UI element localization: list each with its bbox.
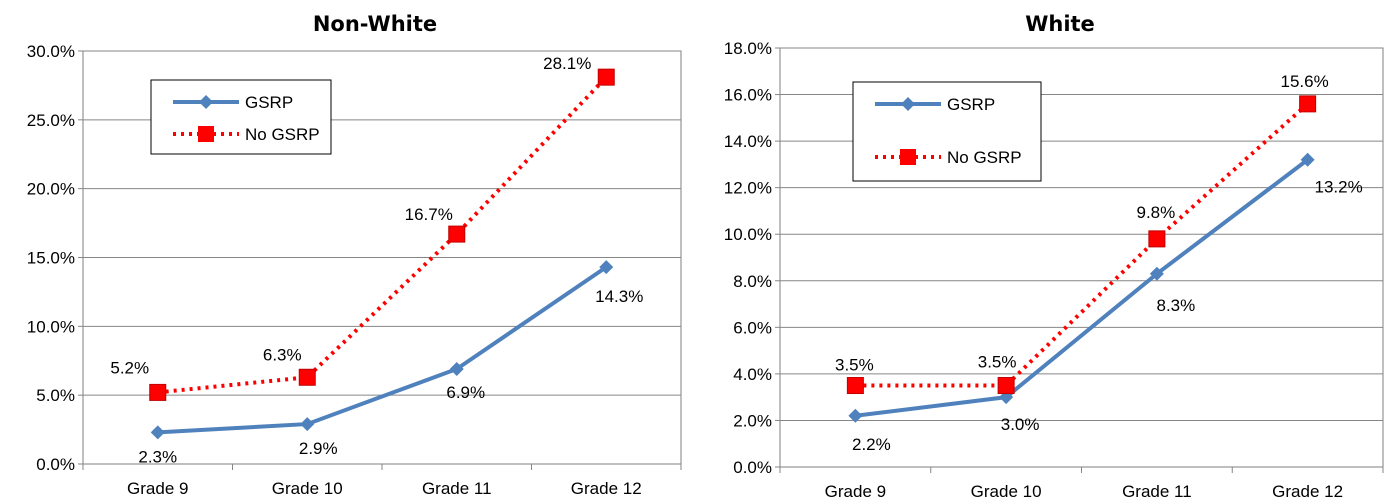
data-label-gsrp: 2.3% [138,447,177,466]
y-tick-label: 10.0% [27,317,75,336]
data-point-gsrp [599,260,614,275]
data-point-no-gsrp [1299,95,1317,113]
data-label-gsrp: 13.2% [1315,178,1363,197]
y-tick-label: 25.0% [27,111,75,130]
chart-non-white: 0.0% 5.0% 10.0% 15.0% 20.0% 25.0% 30.0% Grade 9… [27,42,682,498]
y-tick-label: 30.0% [27,42,75,61]
data-label-gsrp: 3.0% [1001,415,1040,434]
chart-title-white: White [1025,12,1095,36]
legend-label-gsrp: GSRP [245,93,293,112]
series-line-gsrp [855,158,1309,418]
y-tick-label: 8.0% [733,272,772,291]
data-label-no-gsrp: 6.3% [263,345,302,364]
data-point-no-gsrp [846,377,864,395]
x-tick-label: Grade 12 [571,479,642,498]
y-tick-label: 16.0% [724,86,772,105]
legend-marker-diamond [199,95,213,109]
x-tick-label: Grade 10 [272,479,343,498]
data-label-no-gsrp: 3.5% [978,353,1017,372]
y-tick-label: 14.0% [724,132,772,151]
data-label-no-gsrp: 5.2% [110,358,149,377]
legend: GSRP No GSRP [852,81,1042,182]
data-point-gsrp [300,417,315,432]
y-tick-label: 5.0% [36,386,75,405]
series-line-no-gsrp [157,75,608,395]
data-label-no-gsrp: 16.7% [405,205,453,224]
chart-white: 0.0% 2.0% 4.0% 6.0% 8.0% 10.0% 12.0% 14.0% 16.0%… [724,39,1384,501]
data-label-gsrp: 2.2% [852,435,891,454]
data-point-gsrp [150,425,165,440]
data-label-no-gsrp: 3.5% [835,356,874,375]
data-point-gsrp [1149,266,1164,281]
y-tick-label: 10.0% [724,225,772,244]
x-tick-label: Grade 11 [422,479,492,498]
chart-title-non-white: Non-White [312,12,438,36]
legend-marker-square [198,126,214,142]
data-point-gsrp [1300,152,1315,167]
data-label-no-gsrp: 28.1% [543,54,591,73]
legend-box [852,81,1042,182]
y-tick-label: 4.0% [733,365,772,384]
y-tick-label: 6.0% [733,318,772,337]
y-tick-label: 2.0% [733,411,772,430]
x-tick-label: Grade 11 [1122,482,1192,501]
x-tick-label: Grade 12 [1272,482,1343,501]
y-tick-label: 0.0% [733,458,772,477]
data-point-no-gsrp [597,68,615,86]
data-point-no-gsrp [149,383,167,401]
legend-label-no-gsrp: No GSRP [947,148,1022,167]
data-point-gsrp [848,408,863,423]
legend-box [150,79,332,155]
series-line-gsrp [157,265,608,435]
data-point-no-gsrp [997,377,1015,395]
y-tick-label: 12.0% [724,179,772,198]
legend-label-no-gsrp: No GSRP [245,125,320,144]
data-point-no-gsrp [448,225,466,243]
data-label-gsrp: 2.9% [299,439,338,458]
legend-marker-square [900,149,916,165]
y-tick-label: 15.0% [27,249,75,268]
y-tick-label: 18.0% [724,39,772,58]
data-label-gsrp: 14.3% [595,287,643,306]
data-point-no-gsrp [1148,230,1166,248]
x-tick-label: Grade 9 [127,479,188,498]
legend: GSRP No GSRP [150,79,332,155]
data-label-gsrp: 8.3% [1157,296,1196,315]
legend-label-gsrp: GSRP [947,95,995,114]
data-point-gsrp [449,362,464,377]
y-tick-label: 0.0% [36,455,75,474]
data-label-gsrp: 6.9% [446,383,485,402]
y-tick-label: 20.0% [27,180,75,199]
data-point-no-gsrp [298,368,316,386]
data-label-no-gsrp: 9.8% [1137,203,1176,222]
data-label-no-gsrp: 15.6% [1281,72,1329,91]
x-tick-label: Grade 10 [971,482,1042,501]
x-tick-label: Grade 9 [825,482,886,501]
legend-marker-diamond [901,97,915,111]
